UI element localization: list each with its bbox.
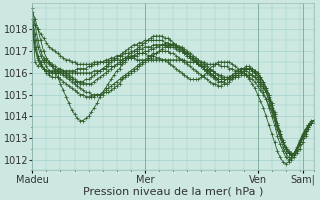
X-axis label: Pression niveau de la mer( hPa ): Pression niveau de la mer( hPa ) bbox=[83, 187, 263, 197]
